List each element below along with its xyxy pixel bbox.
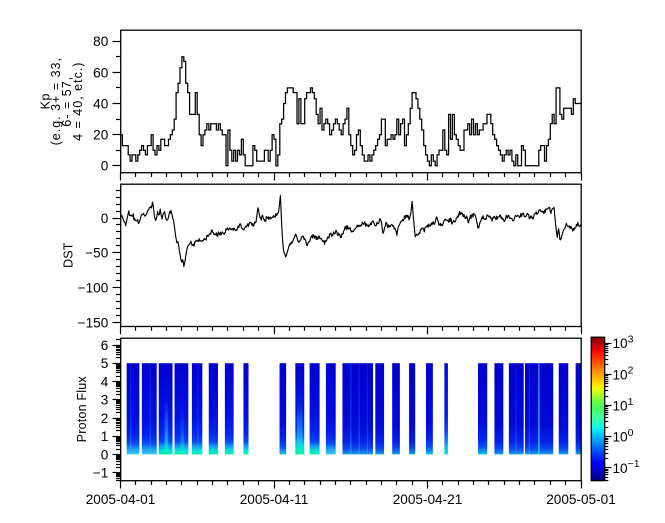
svg-text:1: 1 xyxy=(101,429,109,444)
svg-text:10−1: 10−1 xyxy=(613,458,640,476)
svg-text:3: 3 xyxy=(101,393,109,408)
svg-text:2: 2 xyxy=(101,411,109,426)
svg-text:0: 0 xyxy=(101,211,109,226)
svg-text:−100: −100 xyxy=(78,281,109,296)
svg-text:6- = 57,: 6- = 57, xyxy=(60,76,74,127)
svg-text:20: 20 xyxy=(93,128,109,143)
svg-text:0: 0 xyxy=(101,447,109,462)
svg-text:103: 103 xyxy=(613,333,634,351)
svg-text:5: 5 xyxy=(101,356,109,371)
svg-text:0: 0 xyxy=(101,159,109,174)
svg-text:100: 100 xyxy=(613,427,634,445)
svg-text:Kp: Kp xyxy=(38,93,52,109)
svg-text:−1: −1 xyxy=(93,466,109,481)
svg-text:2005-04-21: 2005-04-21 xyxy=(393,492,463,507)
svg-text:4 = 40, etc.): 4 = 40, etc.) xyxy=(71,62,85,141)
svg-text:2005-04-01: 2005-04-01 xyxy=(86,492,156,507)
svg-text:6: 6 xyxy=(101,338,109,353)
svg-text:−150: −150 xyxy=(78,315,109,330)
svg-text:40: 40 xyxy=(93,96,109,111)
svg-text:Proton Flux: Proton Flux xyxy=(75,376,89,443)
svg-text:4: 4 xyxy=(101,374,109,389)
svg-text:(e.g. 3+ = 33,: (e.g. 3+ = 33, xyxy=(49,57,63,145)
svg-text:−50: −50 xyxy=(85,246,108,261)
svg-text:80: 80 xyxy=(93,34,109,49)
svg-text:60: 60 xyxy=(93,65,109,80)
svg-text:101: 101 xyxy=(613,396,634,414)
svg-text:DST: DST xyxy=(62,242,76,268)
svg-text:2005-05-01: 2005-05-01 xyxy=(546,492,616,507)
svg-text:2005-04-11: 2005-04-11 xyxy=(240,492,309,507)
svg-text:102: 102 xyxy=(613,365,634,383)
